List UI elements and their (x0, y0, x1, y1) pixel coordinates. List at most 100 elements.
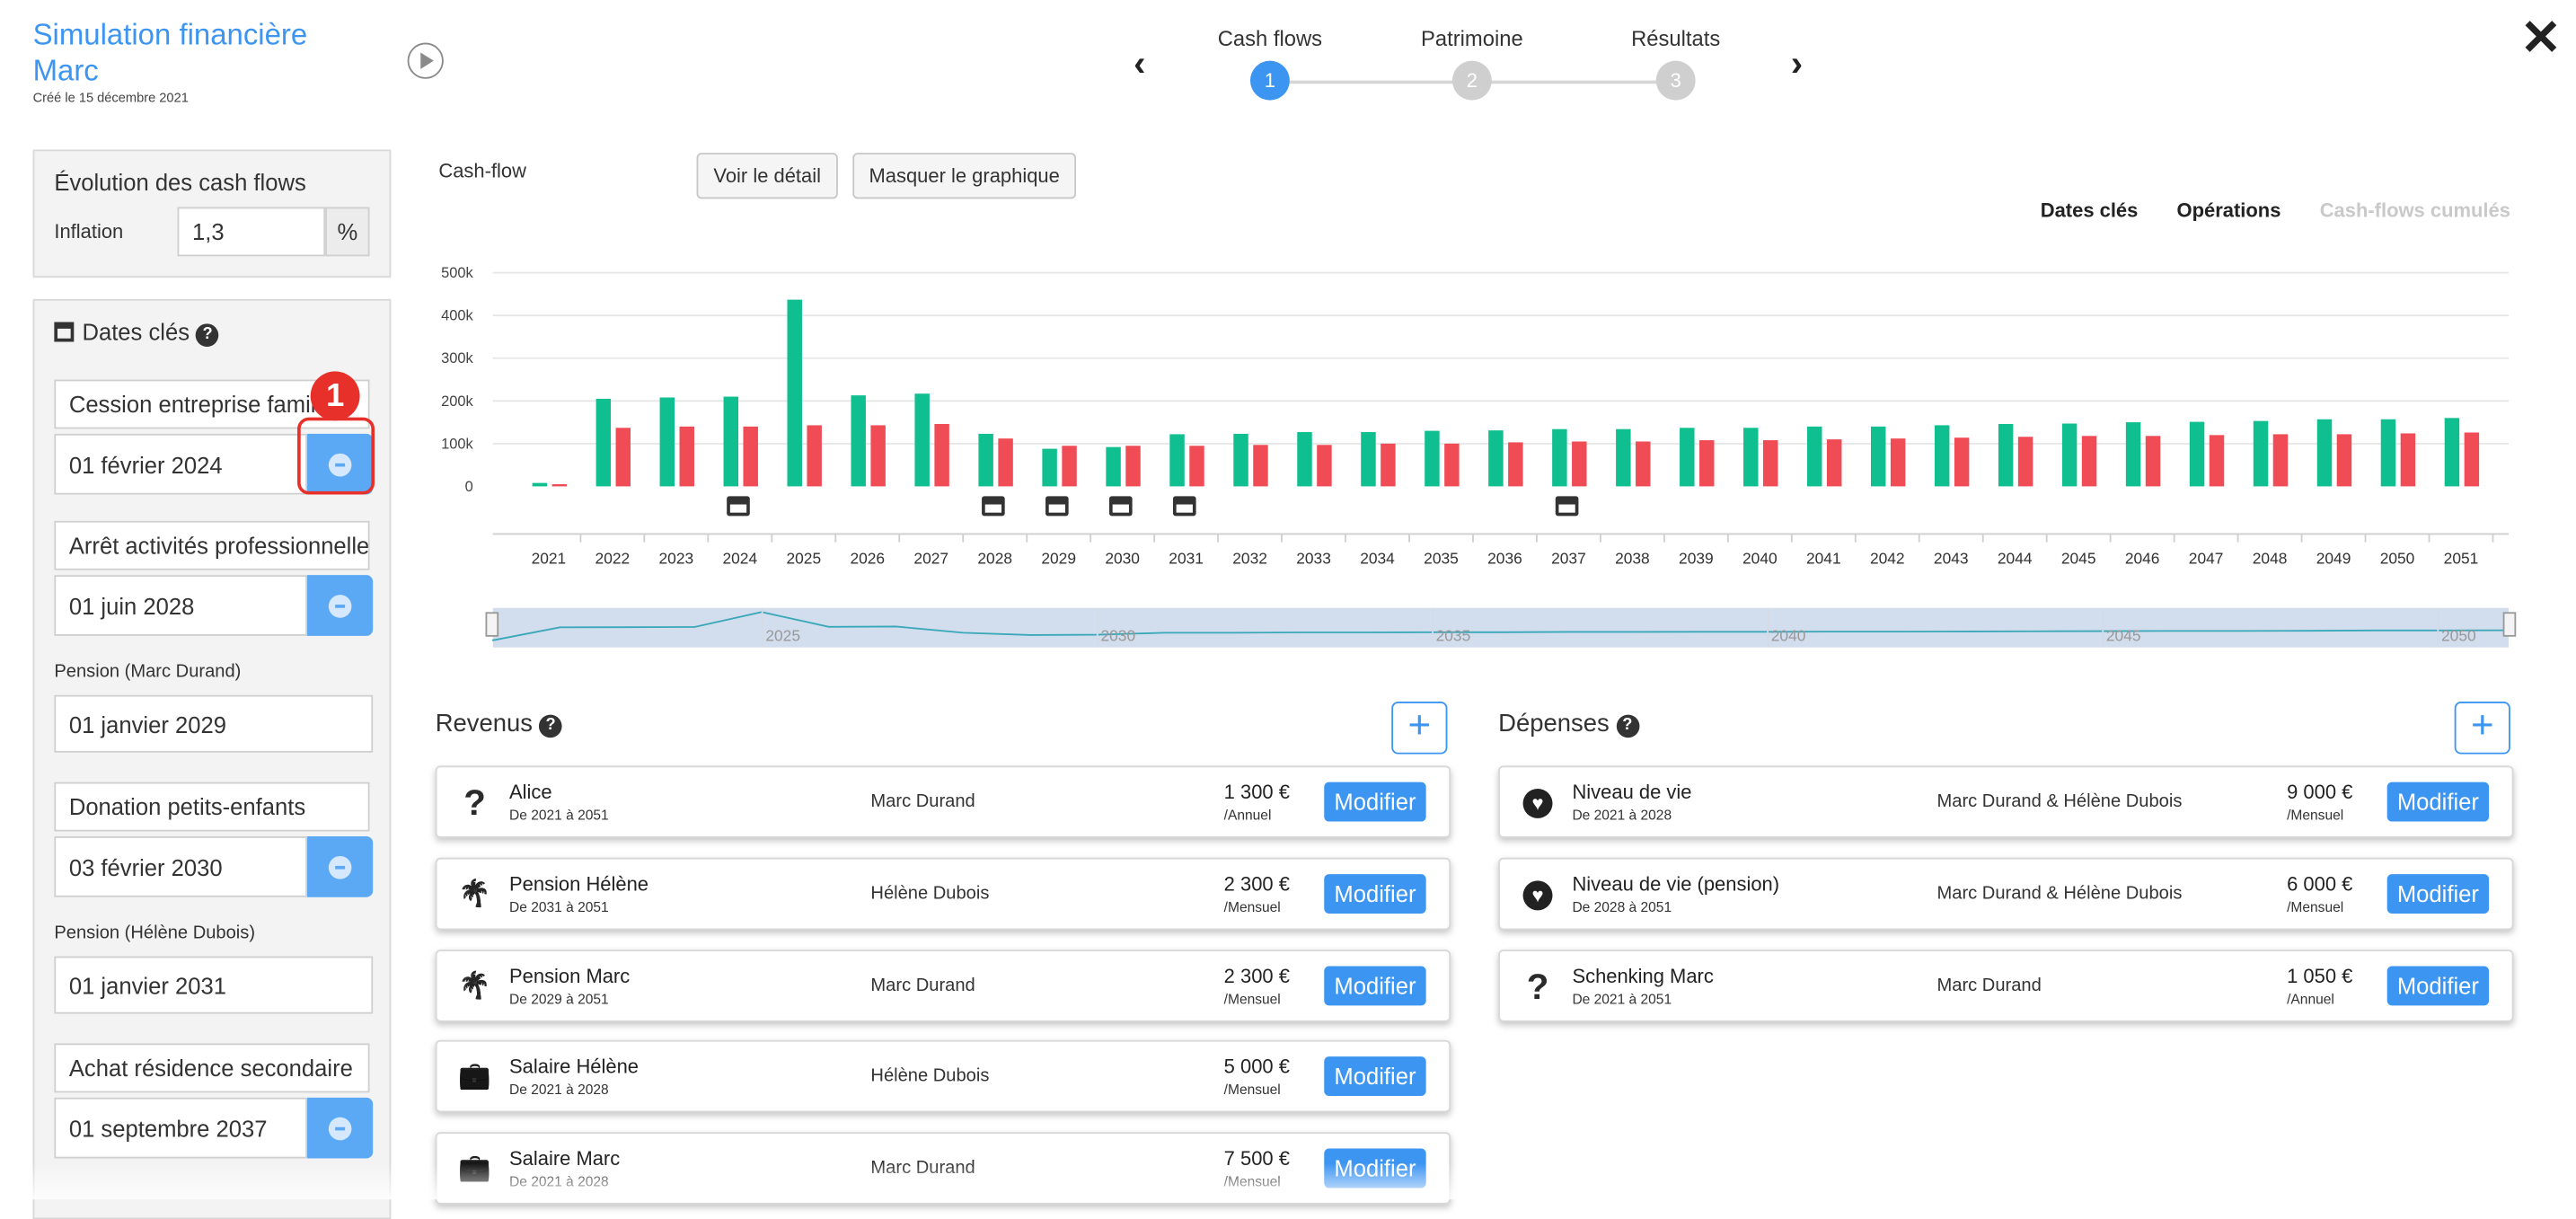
add-depense-button[interactable]: + (2454, 702, 2510, 755)
modifier-button[interactable]: Modifier (1324, 965, 1426, 1005)
step-dot-2[interactable]: 2 (1451, 60, 1492, 101)
chart-bar (2400, 433, 2416, 487)
inflation-label: Inflation (54, 220, 124, 243)
remove-date-button[interactable] (307, 575, 374, 636)
chart-bar (1636, 441, 1651, 487)
key-dates-title: Dates clés (82, 318, 190, 346)
key-date-calendar-icon (1045, 496, 1069, 517)
step-label-resultats[interactable]: Résultats (1631, 26, 1721, 51)
chevron-right-icon[interactable]: › (1790, 42, 1804, 84)
modifier-button[interactable]: Modifier (2386, 782, 2490, 822)
add-revenu-button[interactable]: + (1391, 702, 1448, 755)
toggle-operations[interactable]: Opérations (2176, 199, 2281, 222)
help-icon[interactable]: ? (539, 714, 562, 738)
help-icon[interactable]: ? (196, 323, 219, 347)
x-tick-label: 2032 (1232, 549, 1267, 567)
key-date-label-input[interactable]: Achat résidence secondaire (54, 1043, 370, 1093)
heart-icon: ♥ (1522, 880, 1553, 910)
modifier-button[interactable]: Modifier (1324, 873, 1426, 914)
y-tick-label: 0 (465, 479, 473, 495)
modifier-button[interactable]: Modifier (1324, 782, 1426, 822)
chart-bar (870, 425, 886, 487)
step-dot-1[interactable]: 1 (1249, 60, 1290, 101)
remove-date-button[interactable] (307, 1097, 374, 1159)
remove-date-button[interactable] (307, 836, 374, 897)
chevron-left-icon[interactable]: ‹ (1134, 42, 1146, 84)
key-date-calendar-icon (982, 496, 1005, 517)
chart-bar (2336, 434, 2352, 487)
revenus-owner: Hélène Dubois (870, 1066, 990, 1087)
help-icon[interactable]: ? (1616, 714, 1639, 738)
navigator-handle-left[interactable] (485, 612, 499, 637)
key-date-label-input[interactable]: Arrêt activités professionnelles (54, 520, 370, 570)
x-tick-label: 2033 (1296, 549, 1331, 567)
chart-bar (1762, 440, 1778, 487)
navigator-series (491, 611, 2510, 641)
heart-icon: ♥ (1522, 788, 1553, 818)
calendar-icon (1176, 504, 1193, 513)
revenus-period: De 2021 à 2028 (509, 1082, 609, 1099)
remove-date-button[interactable] (307, 433, 374, 495)
modifier-button[interactable]: Modifier (2386, 965, 2490, 1005)
key-date-date-input[interactable]: 01 janvier 2031 (54, 956, 374, 1014)
chart-bar (914, 393, 930, 487)
key-date-calendar-icon (1109, 496, 1133, 517)
callout-badge: 1 (310, 371, 360, 421)
key-date-date-input[interactable]: 01 juin 2028 (54, 575, 308, 636)
key-date-date-input[interactable]: 01 janvier 2029 (54, 694, 374, 753)
depenses-owner: Marc Durand & Hélène Dubois (1936, 883, 2183, 904)
revenus-header: Revenus? (436, 710, 562, 738)
toggle-cashflows-cumules[interactable]: Cash-flows cumulés (2319, 199, 2510, 222)
close-icon[interactable]: ✕ (2519, 11, 2562, 66)
modifier-button[interactable]: Modifier (2386, 873, 2490, 914)
y-tick-label: 200k (441, 393, 473, 410)
x-tick-label: 2048 (2253, 549, 2288, 567)
chart-bar (2464, 432, 2480, 487)
depenses-frequency: /Mensuel (2287, 807, 2344, 824)
revenus-amount: 2 300 € (1223, 871, 1290, 896)
revenus-name: Salaire Hélène (509, 1055, 640, 1079)
depenses-card: ♥ Niveau de vie De 2021 à 2028 Marc Durand … (1498, 765, 2514, 838)
x-tick-label: 2026 (850, 549, 885, 567)
voir-detail-button[interactable]: Voir le détail (696, 153, 838, 199)
x-tick-label: 2050 (2380, 549, 2415, 567)
revenus-frequency: /Mensuel (1223, 898, 1281, 915)
masquer-graphique-button[interactable]: Masquer le graphique (852, 153, 1077, 199)
key-date-label-input[interactable]: Donation petits-enfants (54, 782, 370, 832)
navigator-handle-right[interactable] (2502, 612, 2517, 637)
play-icon[interactable] (407, 42, 444, 79)
key-date-date-input[interactable]: 03 février 2030 (54, 836, 308, 897)
chart-bar (615, 428, 631, 487)
evolution-panel: Évolution des cash flows Inflation 1,3 % (32, 149, 392, 278)
depenses-frequency: /Annuel (2287, 990, 2334, 1007)
chart-bar (2189, 421, 2205, 487)
revenus-frequency: /Mensuel (1223, 990, 1281, 1007)
revenus-period: De 2021 à 2051 (509, 807, 609, 824)
chart-bar (1743, 428, 1759, 487)
modifier-button[interactable]: Modifier (1324, 1056, 1426, 1097)
step-label-patrimoine[interactable]: Patrimoine (1421, 26, 1523, 51)
cashflow-chart: 500k 400k 300k 200k 100k 0 2021 2022 2023 2024 202… (441, 265, 2517, 648)
toggle-dates-cles[interactable]: Dates clés (2040, 199, 2139, 222)
revenus-frequency: /Mensuel (1223, 1082, 1281, 1099)
chart-bar (1616, 428, 1631, 487)
chart-bar (1297, 432, 1312, 487)
chart-bar (2017, 437, 2033, 487)
key-date-date-input[interactable]: 01 février 2024 (54, 433, 308, 495)
revenus-name: Alice (509, 780, 552, 804)
key-date-label: Pension (Hélène Dubois) (54, 923, 256, 943)
revenus-name: Pension Hélène (509, 871, 649, 896)
y-tick-label: 500k (441, 265, 473, 281)
x-tick-label: 2040 (1742, 549, 1778, 567)
x-tick-label: 2034 (1360, 549, 1395, 567)
chart-bar (1125, 446, 1141, 487)
step-label-cashflows[interactable]: Cash flows (1217, 26, 1323, 51)
chart-bar (1042, 448, 1057, 487)
chart-bar (1444, 443, 1460, 487)
key-date-calendar-icon (727, 496, 750, 517)
key-date-date-input[interactable]: 01 septembre 2037 (54, 1097, 308, 1159)
chart-bar (2209, 435, 2225, 487)
inflation-input[interactable]: 1,3 (177, 207, 326, 257)
step-dot-3[interactable]: 3 (1655, 60, 1696, 101)
chart-bar (723, 396, 738, 487)
